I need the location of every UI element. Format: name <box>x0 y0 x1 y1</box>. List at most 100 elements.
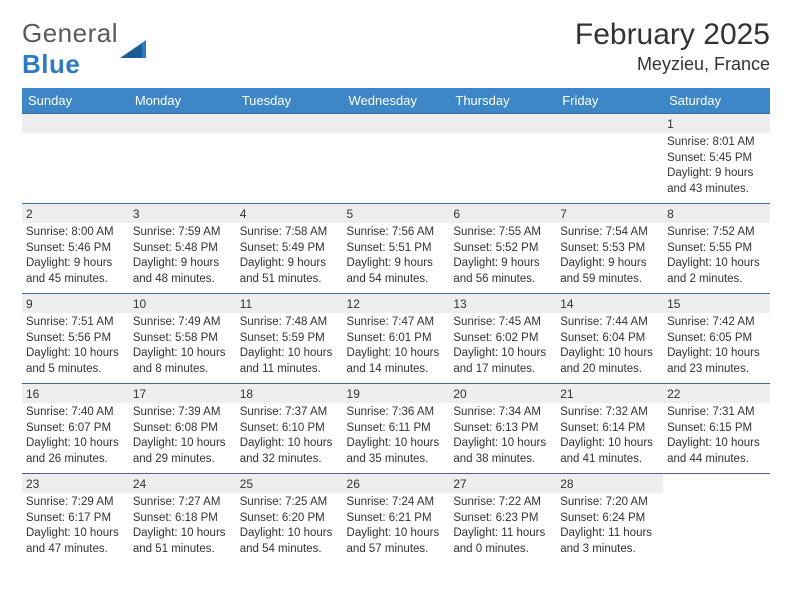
daylight-text: Daylight: 10 hours and 57 minutes. <box>347 526 446 557</box>
day-details: Sunrise: 7:39 AMSunset: 6:08 PMDaylight:… <box>133 405 232 467</box>
day-number: 5 <box>343 204 450 223</box>
sunrise-text: Sunrise: 7:29 AM <box>26 495 125 511</box>
day-details: Sunrise: 7:48 AMSunset: 5:59 PMDaylight:… <box>240 315 339 377</box>
day-cell: 22Sunrise: 7:31 AMSunset: 6:15 PMDayligh… <box>663 384 770 474</box>
sunset-text: Sunset: 5:49 PM <box>240 241 339 257</box>
day-number: 14 <box>556 294 663 313</box>
sunset-text: Sunset: 6:11 PM <box>347 421 446 437</box>
day-details: Sunrise: 7:29 AMSunset: 6:17 PMDaylight:… <box>26 495 125 557</box>
day-cell: 12Sunrise: 7:47 AMSunset: 6:01 PMDayligh… <box>343 294 450 384</box>
day-cell <box>129 114 236 204</box>
day-number: 2 <box>22 204 129 223</box>
sunset-text: Sunset: 6:21 PM <box>347 511 446 527</box>
day-details: Sunrise: 7:24 AMSunset: 6:21 PMDaylight:… <box>347 495 446 557</box>
daylight-text: Daylight: 9 hours and 54 minutes. <box>347 256 446 287</box>
brand-logo: General Blue <box>22 18 146 80</box>
sunrise-text: Sunrise: 7:37 AM <box>240 405 339 421</box>
day-details: Sunrise: 7:59 AMSunset: 5:48 PMDaylight:… <box>133 225 232 287</box>
day-cell <box>556 114 663 204</box>
day-details: Sunrise: 8:00 AMSunset: 5:46 PMDaylight:… <box>26 225 125 287</box>
day-cell: 24Sunrise: 7:27 AMSunset: 6:18 PMDayligh… <box>129 474 236 564</box>
header: General Blue February 2025 Meyzieu, Fran… <box>22 18 770 80</box>
day-details: Sunrise: 7:27 AMSunset: 6:18 PMDaylight:… <box>133 495 232 557</box>
day-number: 7 <box>556 204 663 223</box>
empty-day <box>343 114 450 133</box>
sunrise-text: Sunrise: 8:01 AM <box>667 135 766 151</box>
day-cell: 11Sunrise: 7:48 AMSunset: 5:59 PMDayligh… <box>236 294 343 384</box>
daylight-text: Daylight: 9 hours and 51 minutes. <box>240 256 339 287</box>
location-label: Meyzieu, France <box>575 54 770 75</box>
day-number: 6 <box>449 204 556 223</box>
daylight-text: Daylight: 9 hours and 48 minutes. <box>133 256 232 287</box>
daylight-text: Daylight: 11 hours and 0 minutes. <box>453 526 552 557</box>
week-row: 9 Sunrise: 7:51 AMSunset: 5:56 PM Daylight… <box>22 294 770 384</box>
sunrise-text: Sunrise: 8:00 AM <box>26 225 125 241</box>
sunrise-text: Sunrise: 7:34 AM <box>453 405 552 421</box>
empty-day <box>236 114 343 133</box>
logo-triangle-icon <box>120 36 146 63</box>
daylight-text: Daylight: 10 hours and 29 minutes. <box>133 436 232 467</box>
day-details: Sunrise: 7:49 AMSunset: 5:58 PMDaylight:… <box>133 315 232 377</box>
day-cell <box>236 114 343 204</box>
sunrise-text: Sunrise: 7:47 AM <box>347 315 446 331</box>
empty-day <box>22 114 129 133</box>
day-cell <box>343 114 450 204</box>
day-details: Sunrise: 7:45 AMSunset: 6:02 PMDaylight:… <box>453 315 552 377</box>
day-cell: 4Sunrise: 7:58 AMSunset: 5:49 PMDaylight… <box>236 204 343 294</box>
day-cell: 28Sunrise: 7:20 AMSunset: 6:24 PMDayligh… <box>556 474 663 564</box>
day-details: Sunrise: 7:58 AMSunset: 5:49 PMDaylight:… <box>240 225 339 287</box>
day-cell: 26Sunrise: 7:24 AMSunset: 6:21 PMDayligh… <box>343 474 450 564</box>
week-row: 1Sunrise: 8:01 AMSunset: 5:45 PMDaylight… <box>22 114 770 204</box>
empty-day <box>556 114 663 133</box>
day-details: Sunrise: 7:54 AMSunset: 5:53 PMDaylight:… <box>560 225 659 287</box>
day-details: Sunrise: 8:01 AMSunset: 5:45 PMDaylight:… <box>667 135 766 197</box>
day-cell: 18Sunrise: 7:37 AMSunset: 6:10 PMDayligh… <box>236 384 343 474</box>
day-details: Sunrise: 7:52 AMSunset: 5:55 PMDaylight:… <box>667 225 766 287</box>
sunset-text: Sunset: 5:52 PM <box>453 241 552 257</box>
sunset-text: Sunset: 5:55 PM <box>667 241 766 257</box>
sunset-text: Sunset: 6:15 PM <box>667 421 766 437</box>
brand-word-blue: Blue <box>22 49 80 79</box>
day-number: 25 <box>236 474 343 493</box>
brand-word-general: General <box>22 18 118 48</box>
day-number: 23 <box>22 474 129 493</box>
col-thursday: Thursday <box>449 88 556 114</box>
day-details: Sunrise: 7:55 AMSunset: 5:52 PMDaylight:… <box>453 225 552 287</box>
daylight-text: Daylight: 10 hours and 14 minutes. <box>347 346 446 377</box>
day-details: Sunrise: 7:40 AMSunset: 6:07 PMDaylight:… <box>26 405 125 467</box>
day-details: Sunrise: 7:56 AMSunset: 5:51 PMDaylight:… <box>347 225 446 287</box>
day-details: Sunrise: 7:22 AMSunset: 6:23 PMDaylight:… <box>453 495 552 557</box>
day-cell: 23 Sunrise: 7:29 AMSunset: 6:17 PMDayligh… <box>22 474 129 564</box>
day-number: 3 <box>129 204 236 223</box>
sunset-text: Sunset: 6:05 PM <box>667 331 766 347</box>
day-details: Sunrise: 7:31 AMSunset: 6:15 PMDaylight:… <box>667 405 766 467</box>
sunrise-text: Sunrise: 7:49 AM <box>133 315 232 331</box>
daylight-text: Daylight: 10 hours and 23 minutes. <box>667 346 766 377</box>
day-cell <box>22 114 129 204</box>
day-cell: 27Sunrise: 7:22 AMSunset: 6:23 PMDayligh… <box>449 474 556 564</box>
sunrise-text: Sunrise: 7:44 AM <box>560 315 659 331</box>
day-number: 9 <box>22 294 129 313</box>
daylight-text: Daylight: 10 hours and 41 minutes. <box>560 436 659 467</box>
month-title: February 2025 <box>575 18 770 52</box>
day-cell: 10Sunrise: 7:49 AMSunset: 5:58 PMDayligh… <box>129 294 236 384</box>
sunset-text: Sunset: 6:18 PM <box>133 511 232 527</box>
sunrise-text: Sunrise: 7:24 AM <box>347 495 446 511</box>
sunrise-text: Sunrise: 7:58 AM <box>240 225 339 241</box>
daylight-text: Daylight: 10 hours and 35 minutes. <box>347 436 446 467</box>
daylight-text: Daylight: 9 hours and 59 minutes. <box>560 256 659 287</box>
day-cell: 6 Sunrise: 7:55 AMSunset: 5:52 PMDaylight… <box>449 204 556 294</box>
week-row: 23 Sunrise: 7:29 AMSunset: 6:17 PMDayligh… <box>22 474 770 564</box>
week-row: 2 Sunrise: 8:00 AMSunset: 5:46 PMDaylight… <box>22 204 770 294</box>
day-cell <box>449 114 556 204</box>
sunset-text: Sunset: 6:07 PM <box>26 421 125 437</box>
daylight-text: Daylight: 10 hours and 44 minutes. <box>667 436 766 467</box>
sunrise-text: Sunrise: 7:59 AM <box>133 225 232 241</box>
day-cell: 1Sunrise: 8:01 AMSunset: 5:45 PMDaylight… <box>663 114 770 204</box>
sunrise-text: Sunrise: 7:51 AM <box>26 315 125 331</box>
day-details: Sunrise: 7:47 AMSunset: 6:01 PMDaylight:… <box>347 315 446 377</box>
empty-day <box>129 114 236 133</box>
sunset-text: Sunset: 5:56 PM <box>26 331 125 347</box>
day-number: 16 <box>22 384 129 403</box>
day-cell <box>663 474 770 564</box>
